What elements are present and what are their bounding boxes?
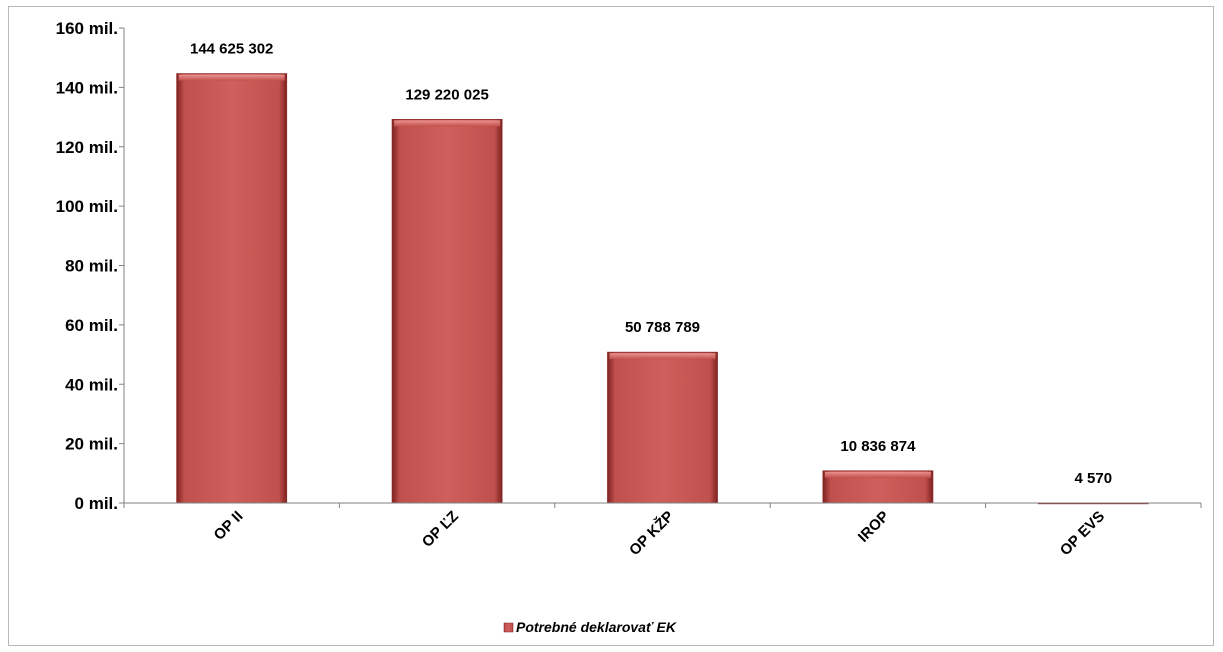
data-label: 144 625 302 (190, 41, 273, 58)
bar-chart: 0 mil. 20 mil. 40 mil. 60 mil. 80 mil. 100 mi… (56, 19, 1202, 635)
legend: Potrebné deklarovať EK (503, 619, 677, 635)
bar (391, 118, 503, 504)
y-tick-label: 20 mil. (65, 435, 118, 454)
data-label: 10 836 874 (840, 438, 916, 455)
y-tick-label: 40 mil. (65, 375, 118, 394)
bars: 144 625 302 129 220 025 50 788 789 10 836 8… (176, 41, 1149, 505)
bar (607, 351, 718, 504)
data-label: 4 570 (1075, 470, 1113, 487)
legend-swatch (503, 622, 514, 633)
y-axis: 0 mil. 20 mil. 40 mil. 60 mil. 80 mil. 100 mi… (56, 19, 125, 513)
bar-highlight (178, 74, 285, 81)
bar-highlight (609, 353, 716, 360)
y-tick-label: 0 mil. (75, 494, 118, 513)
y-tick-label: 80 mil. (65, 257, 118, 276)
y-tick-label: 140 mil. (56, 78, 118, 97)
x-tick-label: OP ĽZ (419, 508, 462, 551)
bar (176, 73, 288, 504)
x-tick-label: OP EVS (1057, 508, 1108, 559)
bar-highlight (824, 471, 931, 478)
x-tick-label: IROP (855, 508, 893, 546)
chart-frame: 0 mil. 20 mil. 40 mil. 60 mil. 80 mil. 100 mi… (8, 6, 1214, 646)
y-tick-label: 160 mil. (56, 19, 118, 38)
y-tick-label: 100 mil. (56, 197, 118, 216)
data-label: 50 788 789 (625, 319, 700, 336)
x-tick-label: OP KŽP (625, 507, 677, 559)
bar-highlight (394, 120, 501, 127)
data-label: 129 220 025 (405, 86, 488, 103)
legend-label: Potrebné deklarovať EK (516, 619, 677, 635)
x-axis: OP II OP ĽZ OP KŽP IROP OP EVS (123, 502, 1202, 559)
y-tick-label: 60 mil. (65, 316, 118, 335)
x-tick-label: OP II (211, 508, 247, 544)
y-tick-label: 120 mil. (56, 138, 118, 157)
